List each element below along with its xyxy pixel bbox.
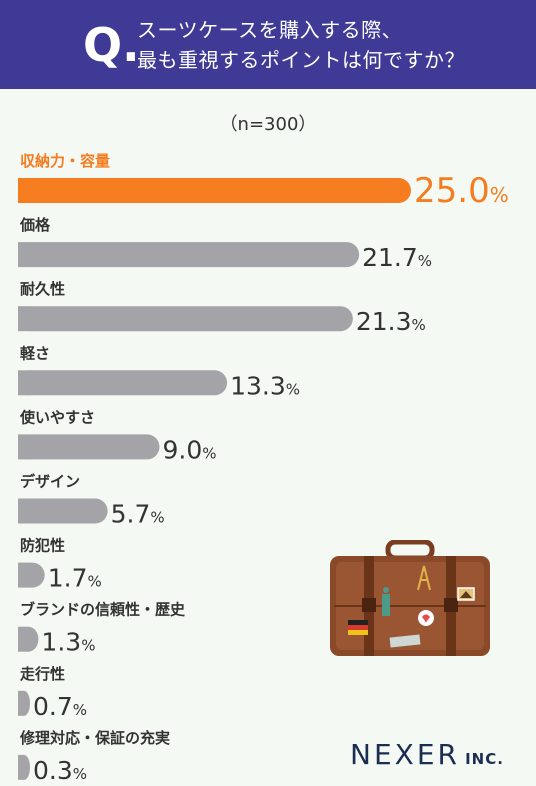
bar	[18, 306, 353, 332]
value-label: 21.3%	[356, 307, 426, 336]
value-label: 9.0%	[162, 435, 216, 464]
bar	[18, 370, 228, 396]
bar-left-cap	[18, 498, 31, 524]
category-label: 修理対応・保証の充実	[19, 729, 170, 747]
bar-left-cap	[18, 562, 31, 588]
category-label: 使いやすさ	[19, 408, 95, 426]
bar-left-cap	[18, 370, 31, 396]
bar-left-cap	[18, 434, 31, 460]
category-label: 耐久性	[20, 280, 65, 298]
nexer-logo: NEXER INC.	[350, 738, 504, 771]
category-label: 収納力・容量	[20, 152, 110, 170]
category-label: 価格	[19, 216, 51, 234]
bar	[18, 434, 160, 460]
category-label: 防犯性	[20, 537, 65, 555]
bar-left-cap	[18, 178, 31, 203]
value-label: 0.7%	[33, 692, 87, 721]
value-label: 25.0%	[414, 171, 509, 211]
bar-left-cap	[18, 242, 31, 268]
bar	[18, 178, 411, 203]
value-label: 0.3%	[33, 756, 87, 785]
sample-size: （n=300）	[219, 114, 317, 135]
bar-left-cap	[18, 626, 29, 652]
question-line-1: スーツケースを購入する際、	[137, 18, 403, 42]
bar-left-cap	[18, 306, 31, 332]
q-mark: Q.	[83, 18, 140, 72]
category-label: デザイン	[20, 473, 80, 491]
category-label: 走行性	[20, 665, 65, 683]
bar-left-cap	[18, 754, 24, 780]
value-label: 21.7%	[362, 243, 432, 272]
category-label: 軽さ	[20, 344, 50, 362]
bar	[18, 242, 360, 268]
bar	[18, 498, 108, 524]
question-line-2: 最も重視するポイントは何ですか？	[137, 48, 465, 72]
logo-sub-text: INC.	[465, 750, 504, 768]
bar-left-cap	[18, 690, 24, 716]
value-label: 13.3%	[230, 371, 300, 400]
value-label: 1.3%	[41, 628, 95, 657]
category-label: ブランドの信頼性・歴史	[20, 601, 186, 619]
logo-main-text: NEXER	[350, 738, 460, 771]
value-label: 5.7%	[111, 500, 165, 529]
value-label: 1.7%	[48, 564, 102, 593]
question-header: Q. スーツケースを購入する際、 最も重視するポイントは何ですか？	[0, 0, 536, 89]
suitcase-icon	[330, 540, 490, 656]
